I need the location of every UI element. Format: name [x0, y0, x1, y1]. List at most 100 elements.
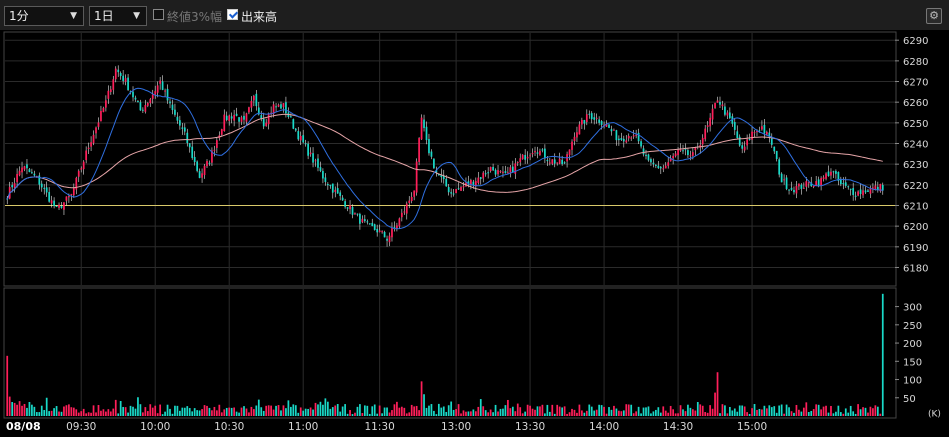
volume-bar — [80, 411, 83, 416]
candle-body — [11, 185, 14, 188]
volume-bar — [637, 406, 640, 416]
candle-body — [659, 166, 662, 169]
price-tick-label: 6260 — [903, 98, 928, 109]
volume-bar — [514, 411, 517, 416]
volume-bar — [731, 410, 734, 416]
candle-body — [85, 150, 88, 161]
candle-body — [403, 211, 406, 213]
settings-gear-icon[interactable]: ⚙ — [926, 8, 942, 24]
candle-body — [262, 118, 265, 127]
candle-body — [393, 227, 396, 229]
candle-body — [198, 171, 201, 178]
volume-bar — [581, 410, 583, 416]
volume-bar — [753, 404, 756, 416]
volume-bar — [324, 398, 327, 416]
volume-bar — [618, 410, 620, 416]
volume-bar — [33, 406, 36, 416]
volume-bar — [366, 405, 369, 416]
volume-bar — [793, 412, 795, 416]
candle-body — [775, 150, 778, 159]
candle-body — [509, 167, 512, 173]
volume-bar — [768, 405, 771, 416]
volume-bar — [35, 412, 38, 416]
volume-bar — [356, 406, 359, 416]
candle-body — [415, 161, 418, 193]
volume-bar — [605, 413, 608, 416]
volume-bar — [573, 409, 576, 416]
candle-body — [235, 113, 238, 116]
volume-bar — [798, 409, 800, 416]
candle-body — [578, 124, 581, 135]
volume-bar — [699, 404, 702, 416]
candle-body — [368, 223, 371, 225]
volume-bar — [359, 404, 361, 416]
candle-body — [176, 116, 179, 121]
candle-body — [835, 171, 837, 174]
volume-bar — [842, 413, 845, 416]
volume-bar — [576, 412, 578, 416]
volume-bar — [413, 406, 416, 416]
volume-bar — [544, 413, 546, 416]
candle-body — [396, 225, 398, 229]
candle-body — [652, 162, 655, 165]
candle-body — [593, 117, 596, 120]
period-select[interactable]: 1日 ▼ — [89, 6, 147, 26]
candle-body — [112, 79, 115, 90]
candle-body — [620, 138, 623, 140]
volume-bar — [635, 411, 638, 416]
volume-bar — [502, 408, 504, 416]
candle-body — [257, 107, 260, 115]
candle-body — [756, 130, 758, 133]
candle-body — [174, 109, 176, 115]
candle-body — [763, 124, 766, 134]
candle-body — [95, 127, 97, 134]
volume-bar — [477, 406, 480, 416]
volume-bar — [77, 412, 80, 416]
volume-bar — [721, 404, 724, 416]
candle-body — [849, 188, 852, 190]
candle-body — [23, 166, 26, 170]
time-tick-label: 13:00 — [441, 421, 471, 433]
candle-body — [75, 177, 78, 190]
volume-bar — [220, 412, 223, 416]
volume-bar — [418, 410, 420, 416]
volume-bar — [154, 405, 157, 416]
volume-bar — [664, 410, 667, 416]
candle-body — [193, 156, 196, 163]
volume-panel-frame — [3, 287, 897, 419]
volume-bar — [403, 407, 406, 416]
volume-bar — [70, 407, 73, 416]
volume-bar — [830, 405, 832, 416]
volume-bar — [497, 411, 499, 416]
candle-body — [228, 115, 231, 121]
interval-select[interactable]: 1分 ▼ — [4, 6, 84, 26]
volume-bar — [763, 405, 766, 416]
volume-tick-label: 150 — [903, 357, 922, 368]
band-checkbox[interactable] — [153, 9, 164, 20]
price-tick-label: 6280 — [903, 57, 928, 68]
volume-bar — [583, 412, 586, 416]
candle-body — [630, 137, 633, 139]
volume-checkbox[interactable] — [227, 9, 238, 20]
volume-bar — [719, 413, 721, 416]
volume-bar — [423, 394, 425, 416]
candle-body — [418, 138, 420, 162]
candle-body — [346, 207, 349, 209]
volume-bar — [738, 405, 741, 416]
candle-body — [238, 117, 240, 122]
volume-bar — [657, 407, 660, 416]
candle-body — [548, 162, 551, 164]
volume-bar — [55, 406, 58, 416]
candle-body — [780, 173, 783, 183]
volume-bar — [285, 408, 287, 416]
candle-body — [844, 182, 847, 186]
candle-body — [196, 161, 199, 171]
volume-bar — [319, 401, 322, 416]
candle-body — [733, 122, 736, 130]
volume-bar — [600, 405, 603, 416]
volume-bar — [198, 410, 201, 416]
volume-bar — [548, 411, 551, 416]
volume-bar — [615, 408, 618, 416]
candle-body — [479, 177, 482, 180]
volume-bar — [299, 407, 302, 416]
